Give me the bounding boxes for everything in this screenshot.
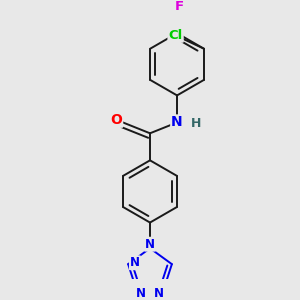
Text: N: N (136, 286, 146, 300)
Text: N: N (171, 116, 183, 130)
Text: N: N (145, 238, 155, 251)
Text: N: N (154, 286, 164, 300)
Text: F: F (175, 0, 184, 13)
Text: O: O (110, 113, 122, 127)
Text: H: H (191, 117, 201, 130)
Text: Cl: Cl (169, 29, 183, 42)
Text: N: N (130, 256, 140, 269)
